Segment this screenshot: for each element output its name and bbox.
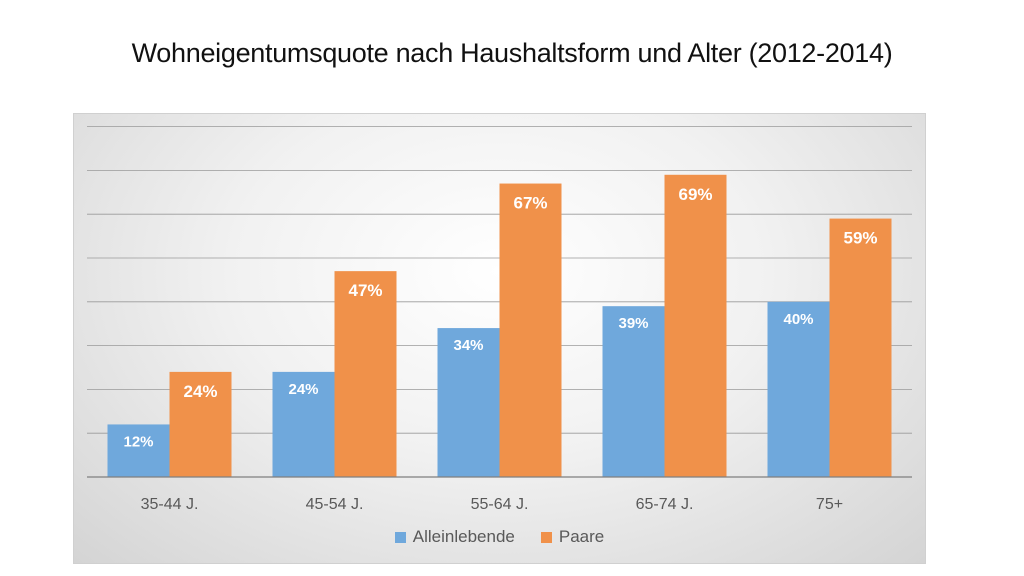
data-label: 69% xyxy=(678,185,712,204)
legend-label-paare: Paare xyxy=(558,527,605,546)
category-label: 75+ xyxy=(816,496,843,513)
data-label: 34% xyxy=(453,337,483,354)
legend-swatch-paare xyxy=(540,531,552,543)
data-label: 24% xyxy=(183,382,217,401)
bar-paare xyxy=(664,174,727,477)
bar-alleinlebende xyxy=(107,424,170,477)
legend-item-paare: Paare xyxy=(540,527,605,547)
category-label: 45-54 J. xyxy=(306,496,364,513)
bar-alleinlebende xyxy=(602,306,665,477)
bar-alleinlebende xyxy=(437,328,500,477)
legend-item-alleinlebende: Alleinlebende xyxy=(394,527,515,547)
bar-paare xyxy=(169,371,232,477)
data-label: 40% xyxy=(783,311,813,328)
data-label: 39% xyxy=(618,315,648,332)
data-label: 47% xyxy=(348,281,382,300)
bar-chart: 12% 24% 35-44 J. 24% 47% 45-54 J. 34% 67% 55-64 … xyxy=(87,126,912,513)
legend-swatch-alleinlebende xyxy=(394,531,406,543)
data-label: 59% xyxy=(843,229,877,248)
legend-label-alleinlebende: Alleinlebende xyxy=(412,527,515,546)
category-label: 35-44 J. xyxy=(141,496,199,513)
chart-title: Wohneigentumsquote nach Haushaltsform un… xyxy=(131,38,893,68)
legend: Alleinlebende Paare xyxy=(74,527,925,547)
category-label: 65-74 J. xyxy=(636,496,694,513)
bar-alleinlebende xyxy=(767,301,830,477)
bar-paare xyxy=(829,218,892,477)
bar-paare xyxy=(334,271,397,477)
data-label: 67% xyxy=(513,194,547,213)
category-label: 55-64 J. xyxy=(471,496,529,513)
chart-area: 12% 24% 35-44 J. 24% 47% 45-54 J. 34% 67% 55-64 … xyxy=(73,113,926,564)
data-label: 12% xyxy=(123,433,153,450)
data-label: 24% xyxy=(288,381,318,398)
bar-alleinlebende xyxy=(272,371,335,477)
bar-paare xyxy=(499,183,562,477)
